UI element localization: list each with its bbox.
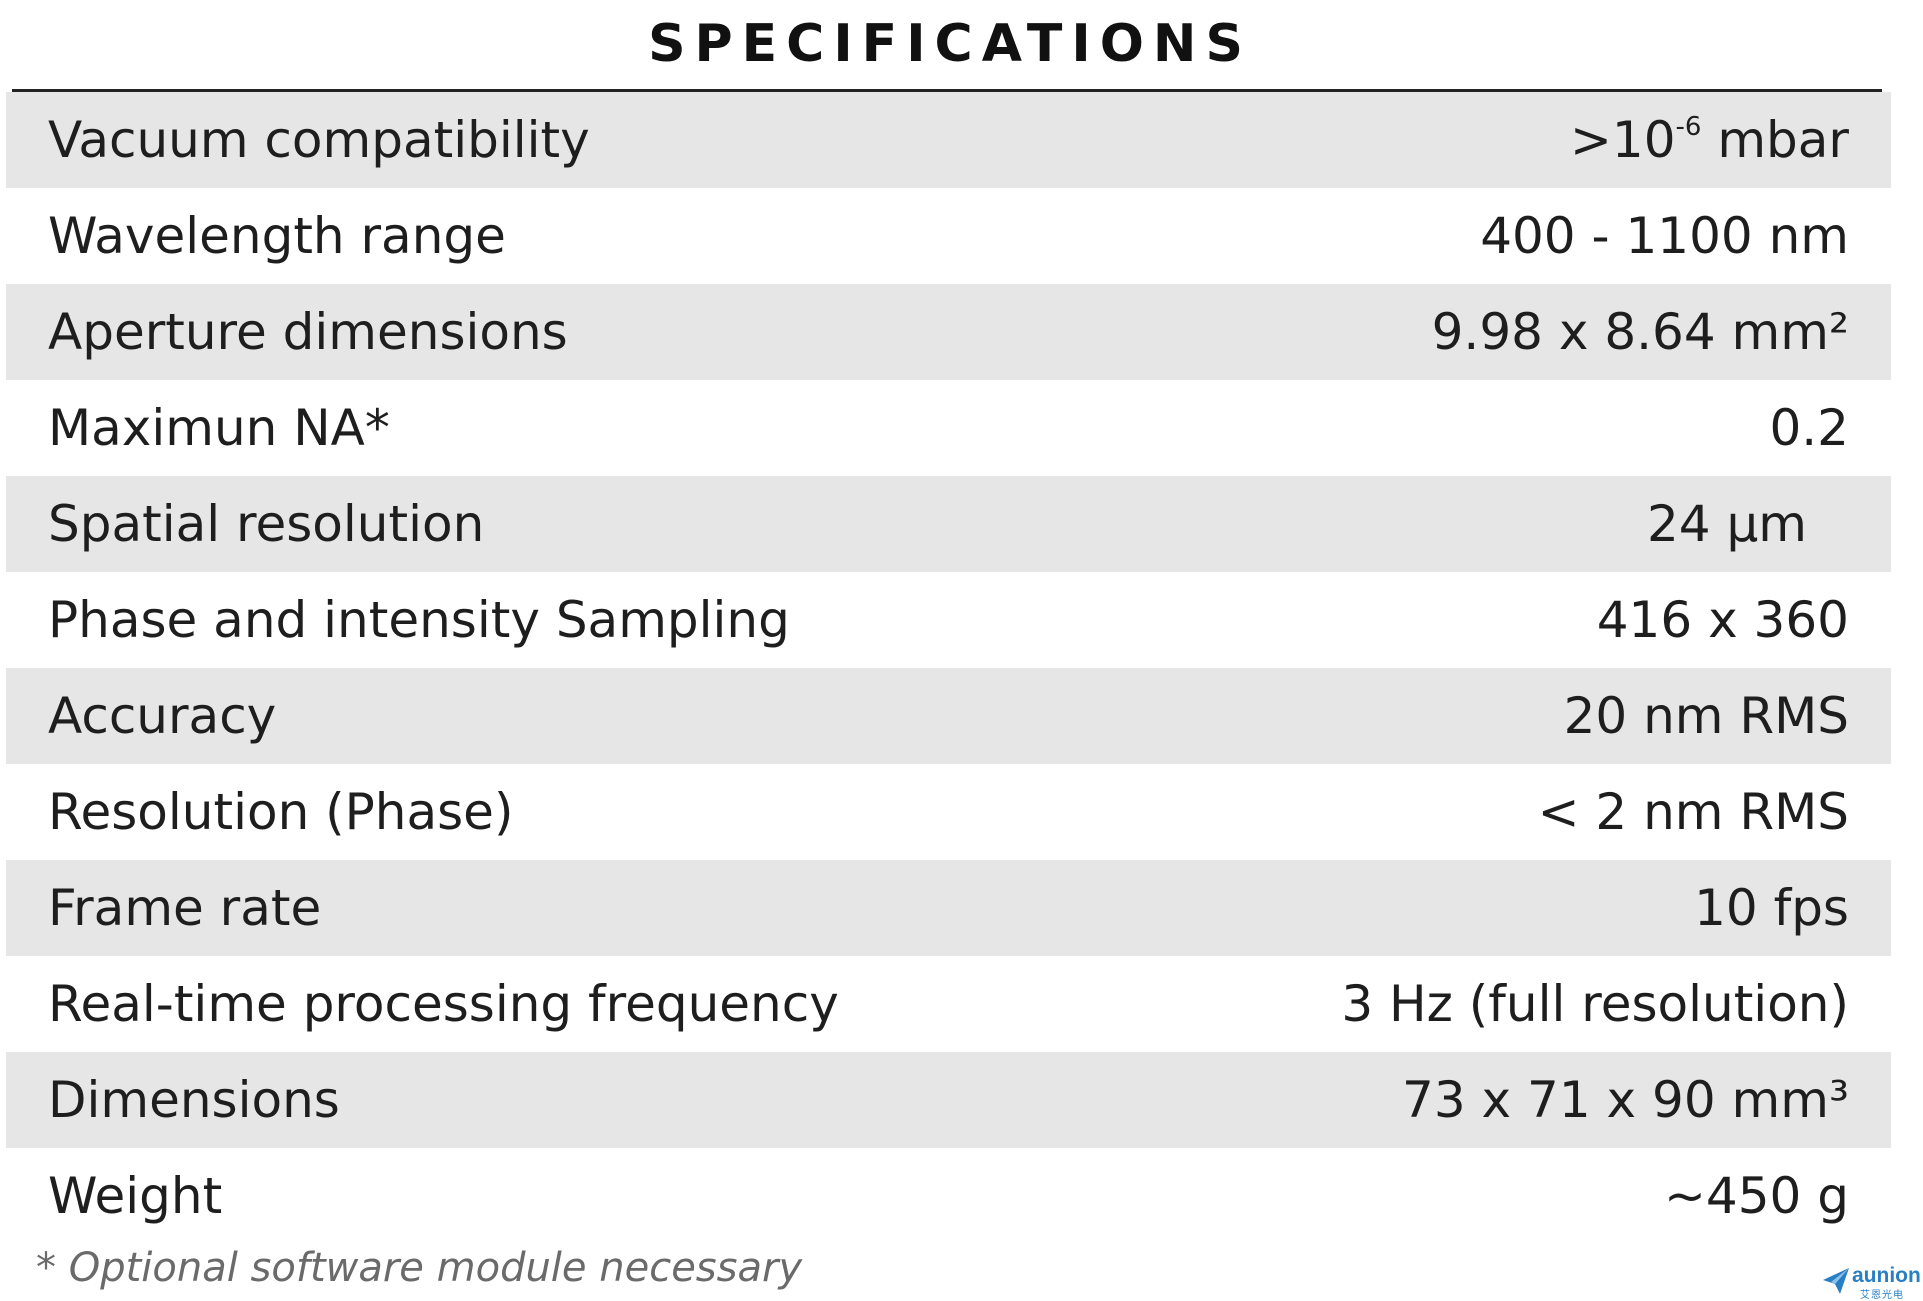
spec-row-aperture-dimensions: Aperture dimensions 9.98 x 8.64 mm² bbox=[6, 284, 1891, 380]
spec-value: 20 nm RMS bbox=[1563, 687, 1849, 745]
spec-label: Weight bbox=[48, 1167, 223, 1225]
spec-label: Spatial resolution bbox=[48, 495, 485, 553]
spec-value: 416 x 360 bbox=[1596, 591, 1849, 649]
spec-row-accuracy: Accuracy 20 nm RMS bbox=[6, 668, 1891, 764]
spec-value: 9.98 x 8.64 mm² bbox=[1431, 303, 1849, 361]
spec-value-unit: mbar bbox=[1701, 111, 1849, 169]
logo-subtitle: 艾恩光电 bbox=[1860, 1290, 1904, 1301]
spec-label: Frame rate bbox=[48, 879, 322, 937]
spec-label: Phase and intensity Sampling bbox=[48, 591, 790, 649]
logo-name: aunion bbox=[1852, 1264, 1921, 1287]
spec-value: 0.2 bbox=[1769, 399, 1849, 457]
spec-row-processing-frequency: Real-time processing frequency 3 Hz (ful… bbox=[6, 956, 1891, 1052]
spec-value: 73 x 71 x 90 mm³ bbox=[1402, 1071, 1849, 1129]
spec-label: Wavelength range bbox=[48, 207, 506, 265]
spec-value-base: >10 bbox=[1569, 111, 1676, 169]
spec-row-resolution-phase: Resolution (Phase) < 2 nm RMS bbox=[6, 764, 1891, 860]
spec-label: Vacuum compatibility bbox=[48, 111, 590, 169]
spec-row-phase-intensity-sampling: Phase and intensity Sampling 416 x 360 bbox=[6, 572, 1891, 668]
footnote: * Optional software module necessary bbox=[36, 1245, 803, 1291]
title-divider bbox=[12, 89, 1882, 92]
spec-row-maximum-na: Maximun NA* 0.2 bbox=[6, 380, 1891, 476]
spec-label: Resolution (Phase) bbox=[48, 783, 514, 841]
spec-row-spatial-resolution: Spatial resolution 24 µm bbox=[6, 476, 1891, 572]
spec-value: 3 Hz (full resolution) bbox=[1341, 975, 1849, 1033]
spec-row-wavelength-range: Wavelength range 400 - 1100 nm bbox=[6, 188, 1891, 284]
spec-value: >10-6 mbar bbox=[1570, 111, 1849, 169]
spec-value-exponent: -6 bbox=[1675, 112, 1702, 142]
spec-label: Maximun NA* bbox=[48, 399, 390, 457]
brand-logo: aunion 艾恩光电 bbox=[1822, 1264, 1921, 1301]
spec-value: 24 µm bbox=[1646, 495, 1807, 553]
spec-value: 10 fps bbox=[1694, 879, 1849, 937]
spec-value: < 2 nm RMS bbox=[1537, 783, 1849, 841]
spec-label: Accuracy bbox=[48, 687, 277, 745]
spec-value: 400 - 1100 nm bbox=[1480, 207, 1849, 265]
spec-row-frame-rate: Frame rate 10 fps bbox=[6, 860, 1891, 956]
spec-value: ~450 g bbox=[1664, 1167, 1849, 1225]
spec-row-weight: Weight ~450 g bbox=[6, 1148, 1891, 1244]
spec-label: Dimensions bbox=[48, 1071, 340, 1129]
spec-label: Aperture dimensions bbox=[48, 303, 568, 361]
paper-plane-icon bbox=[1823, 1268, 1849, 1294]
spec-row-vacuum-compatibility: Vacuum compatibility >10-6 mbar bbox=[6, 92, 1891, 188]
spec-label: Real-time processing frequency bbox=[48, 975, 839, 1033]
page-title: SPECIFICATIONS bbox=[648, 14, 1252, 74]
spec-row-dimensions: Dimensions 73 x 71 x 90 mm³ bbox=[6, 1052, 1891, 1148]
specifications-table: Vacuum compatibility >10-6 mbar Waveleng… bbox=[6, 92, 1891, 1244]
